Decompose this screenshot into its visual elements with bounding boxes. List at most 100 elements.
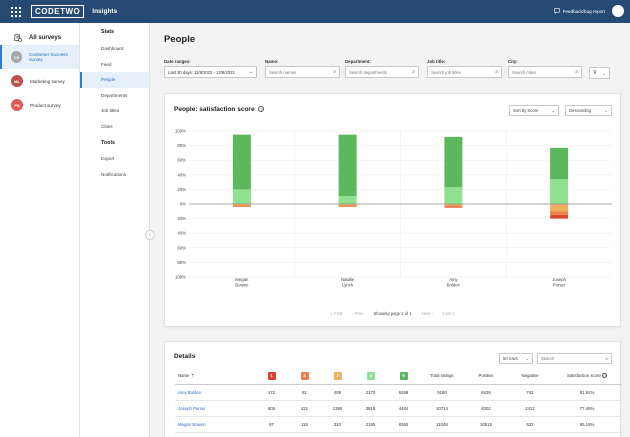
rating-5-header[interactable]: 5: [387, 368, 420, 385]
rating-1-badge: 1: [267, 371, 276, 380]
collapse-sidebar-button[interactable]: ‹: [145, 230, 155, 240]
x-category-label: Bolden: [447, 283, 461, 288]
sort-by-select[interactable]: Sort by Score ⌄: [509, 105, 559, 116]
app-launcher-icon[interactable]: [11, 6, 21, 17]
survey-item[interactable]: CS Customer Success survey: [0, 45, 79, 69]
last-page-button[interactable]: Last ›|: [442, 311, 455, 316]
nav-item-departments[interactable]: Departments: [101, 92, 128, 98]
top-bar: CODETWO Insights Feedback/bug report: [0, 0, 630, 23]
person-name-link[interactable]: Amy Bolden: [175, 384, 255, 401]
nav-item-export[interactable]: Export: [101, 156, 115, 161]
search-icon: ⌕: [605, 356, 608, 361]
y-tick-label: 40%: [177, 172, 186, 177]
city-search-input[interactable]: Search cities ⌕: [508, 66, 582, 78]
bar-segment-rating-1: [550, 214, 569, 219]
cell-negative: 533: [508, 416, 552, 433]
search-icon: ⌕: [333, 69, 336, 75]
feedback-label: Feedback/bug report: [562, 8, 605, 14]
details-search-placeholder: Search: [541, 356, 555, 361]
y-tick-label: 60%: [177, 245, 186, 250]
survey-badge: CS: [11, 51, 23, 63]
details-card: Details 50 rows ⌄ Search ⌕ Name ⇡ 1 2 3 …: [164, 341, 622, 437]
chevron-down-icon: ⌄: [525, 356, 529, 361]
nav-item-dashboard[interactable]: Dashboard: [101, 46, 124, 51]
bar-segment-rating-4: [338, 195, 357, 204]
survey-item[interactable]: ML Marketing survey: [0, 69, 79, 93]
nav-item-job-titles[interactable]: Job titles: [101, 108, 120, 113]
rows-per-page-select[interactable]: 50 rows ⌄: [499, 353, 533, 364]
table-row: Megan Bowen 87 116 310 2155 8360 11048 10515 533…: [175, 416, 622, 433]
cell-r5: 8360: [387, 416, 420, 433]
cell-r4: 3818: [354, 400, 387, 417]
feedback-link[interactable]: Feedback/bug report: [553, 8, 605, 14]
total-ratings-header[interactable]: Total ratings: [420, 368, 464, 385]
y-tick-label: 40%: [177, 231, 186, 236]
cell-total: 9180: [420, 384, 464, 401]
codetwo-logo: CODETWO: [31, 5, 85, 18]
bar-segment-rating-3: [232, 204, 251, 206]
next-page-button[interactable]: Next ›: [421, 311, 433, 316]
name-placeholder: Search names: [269, 69, 296, 75]
tools-heading: Tools: [101, 140, 115, 146]
feedback-icon: [553, 8, 560, 14]
name-search-input[interactable]: Search names ⌕: [265, 66, 340, 78]
details-search-input[interactable]: Search ⌕: [537, 353, 612, 364]
user-avatar[interactable]: [612, 5, 624, 17]
rating-3-header[interactable]: 3: [321, 368, 354, 385]
nav-item-people[interactable]: People: [80, 72, 149, 88]
all-surveys-label: All surveys: [29, 35, 62, 41]
all-surveys-link[interactable]: All surveys: [0, 23, 79, 45]
nav-item-notifications[interactable]: Notifications: [101, 171, 127, 177]
prev-page-button[interactable]: ‹ Prev: [352, 311, 364, 316]
page-title: People: [164, 34, 196, 45]
table-row: Amy Bolden 172 81 489 2170 6268 9180 8438 742 91.…: [175, 384, 622, 401]
person-name-link[interactable]: Joseph Purser: [175, 400, 255, 417]
x-category-label: Purser: [553, 283, 566, 288]
clear-filters-button[interactable]: ⊽ ⌄: [589, 67, 610, 79]
city-filter: City: Search cities ⌕: [508, 59, 582, 78]
department-filter: Department: Search departments ⌕: [345, 59, 419, 78]
cell-r4: 2170: [354, 384, 387, 401]
job-title-label: Job title:: [427, 59, 446, 64]
cell-r4: 2155: [354, 416, 387, 433]
bar-segment-rating-5: [444, 136, 463, 188]
job-title-placeholder: Search job titles: [431, 69, 461, 75]
job-title-search-input[interactable]: Search job titles ⌕: [427, 66, 502, 78]
y-tick-label: 80%: [177, 143, 186, 148]
x-category-label: Megan: [235, 277, 249, 282]
surveys-icon: [14, 34, 22, 42]
chevron-down-icon: ⌄: [604, 108, 608, 113]
table-row: Joseph Purser 605 421 1386 3818 4484 10714 8302…: [175, 400, 622, 417]
person-name-link[interactable]: Megan Bowen: [175, 416, 255, 433]
info-icon[interactable]: ?: [258, 106, 265, 112]
order-value: Descending: [569, 108, 592, 113]
chevron-left-icon: ‹: [149, 232, 151, 238]
search-icon: ⌕: [495, 69, 498, 75]
rating-2-header[interactable]: 2: [288, 368, 321, 385]
bar-segment-rating-2: [338, 205, 357, 207]
rating-3-badge: 3: [333, 371, 342, 380]
surveys-sidebar: All surveys CS Customer Success survey ML M…: [0, 23, 80, 437]
nav-item-feed[interactable]: Feed: [101, 61, 112, 67]
positive-header[interactable]: Positive: [464, 368, 508, 385]
cell-total: 11048: [420, 416, 464, 433]
nav-item-cities[interactable]: Cities: [101, 123, 113, 129]
search-icon: ⌕: [575, 69, 578, 75]
info-icon[interactable]: ?: [602, 373, 608, 379]
cell-score: 77.49%: [552, 400, 622, 417]
date-range-select[interactable]: Last 30 days: 11/8/2022 - 12/8/2022 ⌄: [164, 66, 257, 78]
first-page-button[interactable]: |‹ First: [330, 311, 343, 316]
rating-4-header[interactable]: 4: [354, 368, 387, 385]
main-content: People Date ranges: Last 30 days: 11/8/2…: [151, 23, 630, 437]
negative-header[interactable]: Negative: [508, 368, 552, 385]
department-search-input[interactable]: Search departments ⌕: [345, 66, 419, 78]
x-category-label: Lynch: [342, 283, 354, 288]
cell-r2: 421: [288, 400, 321, 417]
rating-1-header[interactable]: 1: [255, 368, 288, 385]
name-column-header[interactable]: Name ⇡: [175, 368, 255, 385]
survey-item[interactable]: PS Product survey: [0, 93, 79, 117]
satisfaction-score-header[interactable]: Satisfaction score ?: [552, 368, 622, 385]
next-label: Next: [421, 311, 431, 316]
order-select[interactable]: Descending ⌄: [565, 105, 612, 116]
bar-segment-rating-2: [550, 211, 569, 215]
